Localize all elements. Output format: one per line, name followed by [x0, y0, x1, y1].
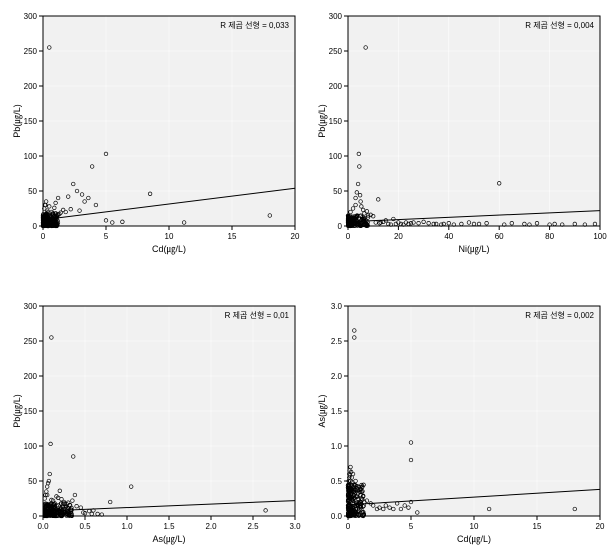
y-tick-label: 200	[329, 82, 343, 91]
scatter-panel: 0.0 0.5 1.0 1.5 2.0 2.5 3.0 0 50 100 150 200 250 300 R…	[8, 298, 303, 548]
y-tick-label: 150	[24, 407, 38, 416]
x-tick-label: 5	[409, 522, 414, 531]
y-tick-label: 1.5	[331, 407, 343, 416]
r2-label: R 제곱 선형 = 0,033	[220, 21, 289, 30]
y-tick-label: 150	[24, 117, 38, 126]
y-tick-label: 1.0	[331, 442, 343, 451]
x-tick-label: 5	[104, 232, 109, 241]
y-tick-label: 2.5	[331, 337, 343, 346]
x-tick-label: 0	[41, 232, 46, 241]
y-axis-label: Pb(㎍/L)	[317, 104, 328, 138]
y-tick-label: 200	[24, 372, 38, 381]
x-tick-label: 0.0	[37, 522, 49, 531]
y-axis-label: Pb(㎍/L)	[12, 104, 23, 138]
y-tick-label: 200	[24, 82, 38, 91]
x-tick-label: 20	[394, 232, 403, 241]
x-tick-label: 10	[165, 232, 174, 241]
r2-label: R 제곱 선형 = 0,01	[225, 311, 290, 320]
x-tick-label: 15	[533, 522, 542, 531]
y-tick-label: 100	[24, 442, 38, 451]
y-tick-label: 250	[329, 47, 343, 56]
y-tick-label: 0	[33, 512, 38, 521]
r2-label: R 제곱 선형 = 0,002	[525, 311, 594, 320]
x-tick-label: 20	[596, 522, 605, 531]
y-axis-label: As(㎍/L)	[317, 394, 328, 427]
y-tick-label: 100	[24, 152, 38, 161]
x-tick-label: 15	[228, 232, 237, 241]
y-tick-label: 250	[24, 337, 38, 346]
x-tick-label: 10	[470, 522, 479, 531]
x-tick-label: 0	[346, 522, 351, 531]
y-tick-label: 0.0	[331, 512, 343, 521]
panel-p0: 05101520050100150200250300R 제곱 선형 = 0,03…	[8, 8, 303, 258]
y-tick-label: 0	[338, 222, 343, 231]
r2-label: R 제곱 선형 = 0,004	[525, 21, 594, 30]
y-tick-label: 0	[33, 222, 38, 231]
y-tick-label: 3.0	[331, 302, 343, 311]
panel-p1: 0 20 40 60 80 100 0 50 100 150 200 250 300 R 제곱 선형 = …	[313, 8, 608, 258]
x-axis-label: Cd(㎍/L)	[457, 534, 491, 545]
x-tick-label: 0	[346, 232, 351, 241]
x-tick-label: 2.0	[205, 522, 217, 531]
y-tick-label: 300	[329, 12, 343, 21]
x-tick-label: 3.0	[289, 522, 301, 531]
y-tick-label: 50	[28, 477, 37, 486]
y-tick-label: 300	[24, 12, 38, 21]
y-tick-label: 0.5	[331, 477, 343, 486]
x-tick-label: 1.0	[121, 522, 133, 531]
x-tick-label: 40	[444, 232, 453, 241]
y-tick-label: 100	[329, 152, 343, 161]
y-axis-label: Pb(㎍/L)	[12, 394, 23, 428]
y-tick-label: 50	[28, 187, 37, 196]
scatter-panel: 05101520050100150200250300R 제곱 선형 = 0,03…	[8, 8, 303, 258]
x-tick-label: 60	[495, 232, 504, 241]
x-tick-label: 100	[593, 232, 607, 241]
scatter-panel: 0 20 40 60 80 100 0 50 100 150 200 250 300 R 제곱 선형 = …	[313, 8, 608, 258]
x-tick-label: 20	[291, 232, 300, 241]
scatter-panel: 0 5 10 15 20 0.0 0.5 1.0 1.5 2.0 2.5 3.0 R 제곱 선형 = 0…	[313, 298, 608, 548]
x-axis-label: As(㎍/L)	[152, 534, 185, 545]
y-tick-label: 2.0	[331, 372, 343, 381]
y-tick-label: 250	[24, 47, 38, 56]
panel-p3: 0 5 10 15 20 0.0 0.5 1.0 1.5 2.0 2.5 3.0 R 제곱 선형 = 0…	[313, 298, 608, 548]
x-tick-label: 0.5	[79, 522, 91, 531]
x-tick-label: 1.5	[163, 522, 175, 531]
y-tick-label: 50	[333, 187, 342, 196]
y-tick-label: 150	[329, 117, 343, 126]
x-axis-label: Ni(㎍/L)	[459, 244, 490, 255]
panel-p2: 0.0 0.5 1.0 1.5 2.0 2.5 3.0 0 50 100 150 200 250 300 R…	[8, 298, 303, 548]
y-tick-label: 300	[24, 302, 38, 311]
x-tick-label: 80	[545, 232, 554, 241]
x-tick-label: 2.5	[247, 522, 259, 531]
x-axis-label: Cd(㎍/L)	[152, 244, 186, 255]
